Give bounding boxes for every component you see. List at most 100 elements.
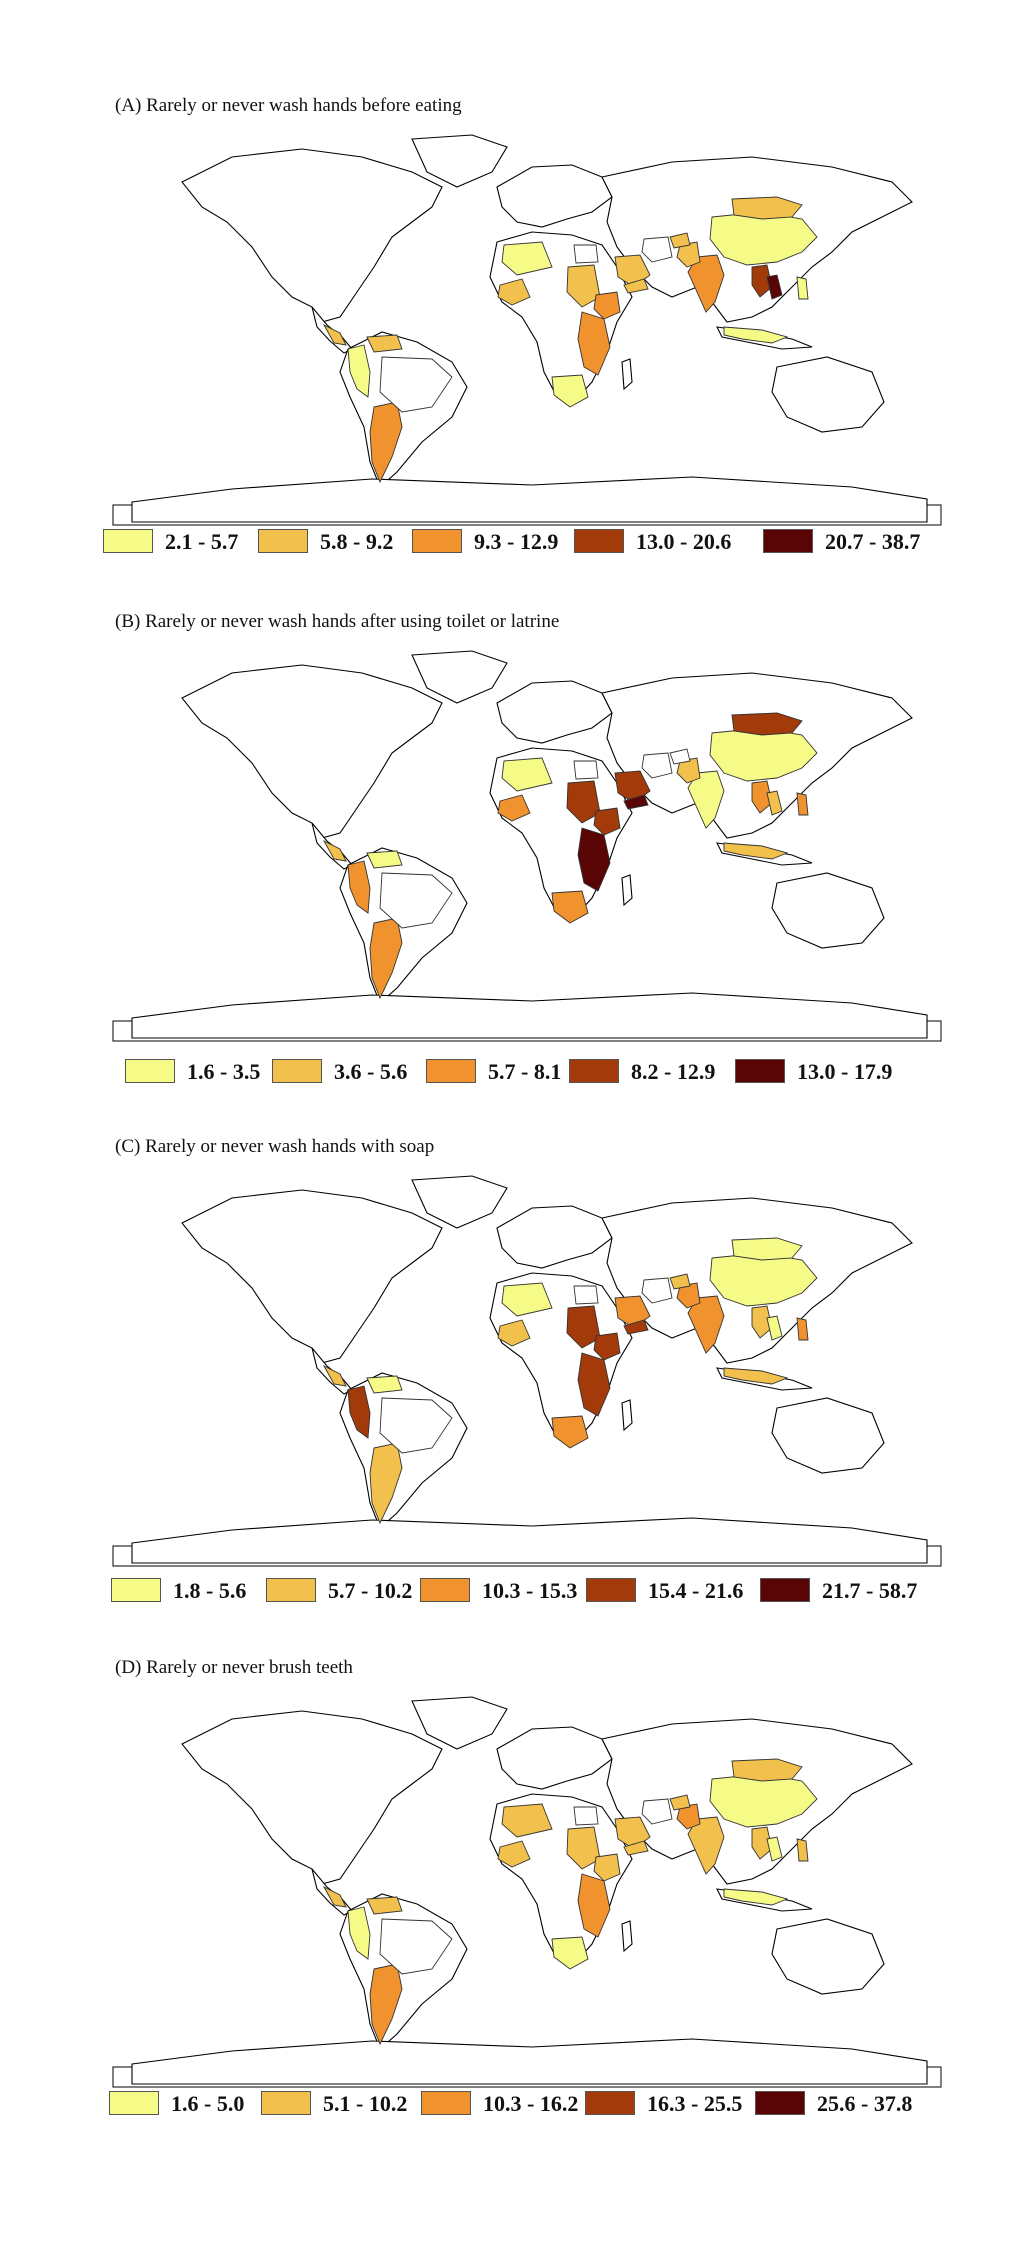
legend-label: 5.1 - 10.2: [323, 2091, 408, 2116]
region-philippines: [796, 792, 809, 816]
region-southernafrica: [551, 890, 589, 924]
legend-swatch: [420, 1578, 470, 1602]
region-indonesia: [723, 1888, 789, 1906]
region-yemen: [623, 794, 649, 810]
legend-label: 5.7 - 8.1: [488, 1059, 562, 1084]
region-iran: [641, 1277, 673, 1304]
region-eastafrica: [577, 1873, 611, 1938]
legend-label: 2.1 - 5.7: [165, 529, 239, 554]
region-pakistan: [676, 1803, 701, 1830]
world-map: [112, 650, 942, 1042]
region-seasia: [751, 780, 773, 814]
region-westafrica: [497, 794, 531, 822]
region-seasia2: [766, 274, 783, 300]
legend-swatch: [574, 529, 624, 553]
legend-label: 5.7 - 10.2: [328, 1578, 413, 1603]
madagascar-landmass: [621, 358, 633, 391]
legend-label: 15.4 - 21.6: [648, 1578, 744, 1603]
antarctica-landmass: [131, 992, 928, 1039]
region-seasia: [751, 264, 773, 298]
legend-label: 10.3 - 16.2: [483, 2091, 579, 2116]
legend-swatch: [755, 2091, 805, 2115]
region-afghanistan: [669, 1794, 691, 1811]
legend-label: 20.7 - 38.7: [825, 529, 921, 554]
region-ethiopia: [593, 291, 621, 320]
region-eastafrica: [577, 1352, 611, 1417]
world-map: [112, 134, 942, 526]
legend-swatch: [103, 529, 153, 553]
region-philippines: [796, 276, 809, 300]
region-egypt: [573, 1285, 599, 1305]
legend-swatch: [272, 1059, 322, 1083]
greenland-landmass: [411, 134, 508, 188]
region-indonesia: [723, 326, 789, 344]
region-iran: [641, 236, 673, 263]
legend-swatch: [426, 1059, 476, 1083]
region-egypt: [573, 1806, 599, 1826]
region-venezuela: [366, 334, 403, 353]
region-venezuela: [366, 850, 403, 869]
region-egypt: [573, 760, 599, 780]
region-seasia2: [766, 1315, 783, 1341]
madagascar-landmass: [621, 1399, 633, 1432]
region-venezuela: [366, 1896, 403, 1915]
antarctica-landmass: [131, 476, 928, 523]
legend-label: 16.3 - 25.5: [647, 2091, 743, 2116]
greenland-landmass: [411, 1175, 508, 1229]
legend-swatch: [258, 529, 308, 553]
region-seasia: [751, 1305, 773, 1339]
region-sahara: [501, 1803, 553, 1838]
legend-label: 1.6 - 3.5: [187, 1059, 261, 1084]
region-india: [687, 1816, 725, 1875]
region-andes: [347, 1385, 371, 1439]
australia-landmass: [771, 1397, 885, 1474]
region-philippines: [796, 1317, 809, 1341]
legend-label: 10.3 - 15.3: [482, 1578, 578, 1603]
region-afghanistan: [669, 232, 691, 249]
region-ethiopia: [593, 807, 621, 836]
region-pakistan: [676, 757, 701, 784]
legend: 1.6 - 3.5 3.6 - 5.6 5.7 - 8.1 8.2 - 12.9 13.…: [0, 1057, 1024, 1091]
region-eastafrica: [577, 311, 611, 376]
europe-landmass: [496, 1205, 613, 1269]
legend-label: 8.2 - 12.9: [631, 1059, 716, 1084]
legend-label: 21.7 - 58.7: [822, 1578, 918, 1603]
australia-landmass: [771, 872, 885, 949]
region-sahara: [501, 757, 553, 792]
region-pakistan: [676, 1282, 701, 1309]
madagascar-landmass: [621, 1920, 633, 1953]
region-sahara: [501, 241, 553, 276]
legend-label: 13.0 - 17.9: [797, 1059, 893, 1084]
region-sudan: [566, 780, 601, 824]
region-india: [687, 254, 725, 313]
region-yemen: [623, 1319, 649, 1335]
legend-label: 3.6 - 5.6: [334, 1059, 408, 1084]
australia-landmass: [771, 1918, 885, 1995]
region-sudan: [566, 1826, 601, 1870]
legend-swatch: [266, 1578, 316, 1602]
north-america-landmass: [181, 664, 443, 839]
region-afghanistan: [669, 748, 691, 765]
region-pakistan: [676, 241, 701, 268]
greenland-landmass: [411, 1696, 508, 1750]
legend-swatch: [109, 2091, 159, 2115]
panel-title: (D) Rarely or never brush teeth: [115, 1657, 353, 1678]
region-sahara: [501, 1282, 553, 1317]
europe-landmass: [496, 164, 613, 228]
region-egypt: [573, 244, 599, 264]
legend-swatch: [421, 2091, 471, 2115]
legend-swatch: [760, 1578, 810, 1602]
legend: 1.8 - 5.6 5.7 - 10.2 10.3 - 15.3 15.4 - 21.…: [0, 1576, 1024, 1610]
legend-label: 13.0 - 20.6: [636, 529, 732, 554]
greenland-landmass: [411, 650, 508, 704]
region-yemen: [623, 278, 649, 294]
region-westafrica: [497, 278, 531, 306]
region-centralam: [322, 323, 347, 346]
legend-label: 1.8 - 5.6: [173, 1578, 247, 1603]
region-mongolia: [731, 1237, 803, 1261]
panel-title: (C) Rarely or never wash hands with soap: [115, 1136, 435, 1157]
region-westafrica: [497, 1319, 531, 1347]
legend-label: 25.6 - 37.8: [817, 2091, 913, 2116]
legend-swatch: [586, 1578, 636, 1602]
region-ethiopia: [593, 1332, 621, 1361]
